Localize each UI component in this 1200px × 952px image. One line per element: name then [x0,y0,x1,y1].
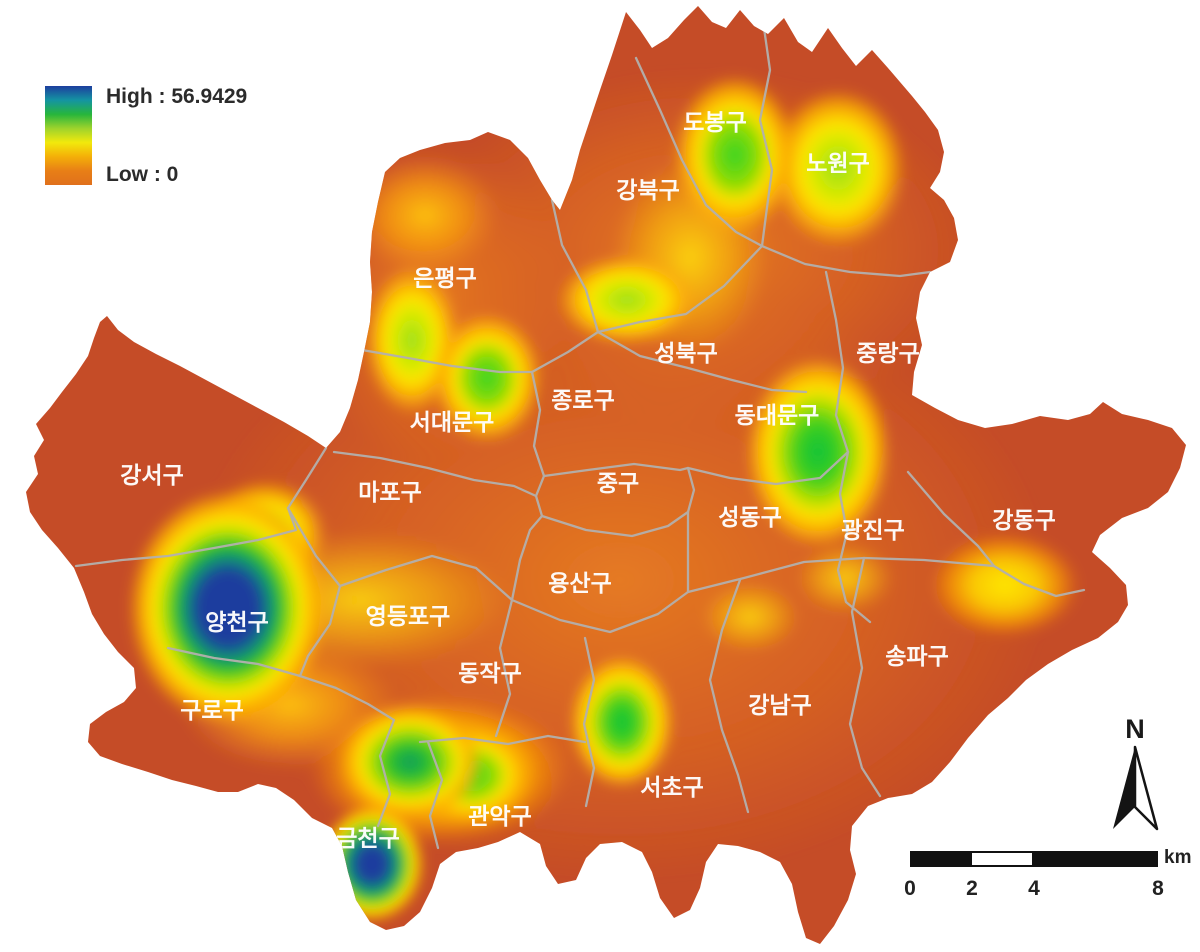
district-label: 용산구 [548,570,611,596]
district-label: 금천구 [336,825,399,851]
hotspot-green [673,75,797,235]
district-label: 동대문구 [735,402,820,428]
density-hotspot-layer [128,70,1080,922]
scale-bar-segments [910,851,1158,867]
hotspot-green-strong [570,656,674,788]
hotspot-green-strong [746,357,890,547]
district-label: 영등포구 [366,603,451,629]
scale-bar-ticks: 0 2 4 8 [904,877,1200,903]
hotspot-green [432,313,542,443]
district-label: 서대문구 [410,409,495,435]
district-label: 구로구 [180,697,243,723]
hotspot-yellow-faint [795,542,895,614]
scale-tick: 2 [966,877,978,900]
district-label: 동작구 [458,660,521,686]
district-label: 노원구 [806,150,869,176]
hotspot-teal [338,704,482,820]
scale-bar: 0 2 4 8 km [904,847,1200,903]
district-label: 강남구 [748,692,811,718]
legend: High : 56.9429 Low : 0 [45,86,247,185]
district-label: 종로구 [551,387,614,413]
district-label: 강서구 [120,462,183,488]
district-label: 양천구 [205,609,268,635]
legend-low-label: Low : 0 [106,163,179,186]
scale-tick: 0 [904,877,916,900]
district-label: 서초구 [640,774,703,800]
scale-unit: km [1164,847,1192,868]
district-label: 송파구 [885,643,948,669]
district-label: 강북구 [616,177,679,203]
hotspot-yellow [930,533,1080,637]
hotspot-blue-small [320,806,424,922]
hotspot-orange-yellow [350,155,500,275]
district-label: 강동구 [992,507,1055,533]
north-label: N [1125,714,1145,744]
district-label: 마포구 [358,479,421,505]
hotspot-green-soft [557,255,697,345]
north-arrow: N [1102,716,1168,836]
hotspot-blue [128,490,328,726]
district-label: 중구 [597,470,639,496]
district-label: 광진구 [841,517,904,543]
district-label: 중랑구 [856,340,919,366]
scale-tick: 8 [1152,877,1164,900]
hotspot-green-soft [770,88,906,248]
district-label: 성북구 [654,340,717,366]
hotspot-yellow-faint [700,581,800,653]
legend-high-label: High : 56.9429 [106,85,248,108]
district-label: 성동구 [718,504,781,530]
north-arrow-icon [1113,745,1159,831]
legend-color-ramp [45,86,92,185]
district-label: 은평구 [413,265,476,291]
scale-tick: 4 [1028,877,1040,900]
district-label: 도봉구 [683,109,746,135]
district-boundaries [74,12,1086,850]
district-label: 관악구 [468,803,531,829]
